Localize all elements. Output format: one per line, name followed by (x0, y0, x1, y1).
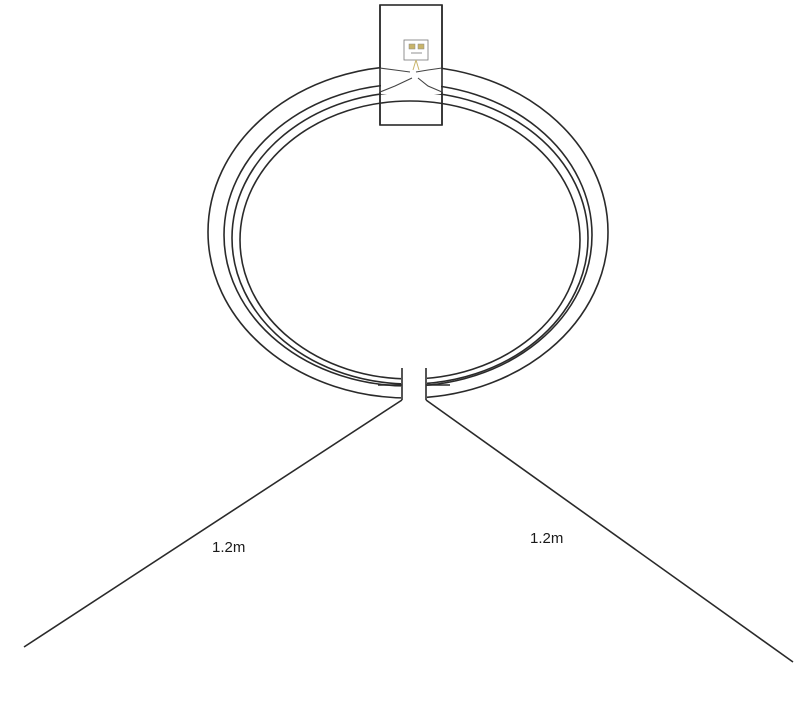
top-gap-mask (381, 60, 441, 94)
outer-loop-outer-edge (207, 65, 609, 399)
left-wire (23, 399, 403, 648)
feed-trace-right-bottom (417, 77, 443, 93)
left-wire-label: 1.2m (212, 539, 245, 556)
feed-trace-right-top (415, 67, 443, 73)
bottom-gap-mask (401, 360, 427, 400)
inner-loop-outer-edge (231, 91, 589, 385)
feed-trace-left-top (379, 67, 411, 73)
inner-loop-inner-edge (239, 100, 581, 380)
feed-component (403, 39, 429, 71)
right-wire-label: 1.2m (530, 530, 563, 547)
feed-trace-left-bottom (379, 77, 413, 93)
right-wire (425, 399, 794, 663)
